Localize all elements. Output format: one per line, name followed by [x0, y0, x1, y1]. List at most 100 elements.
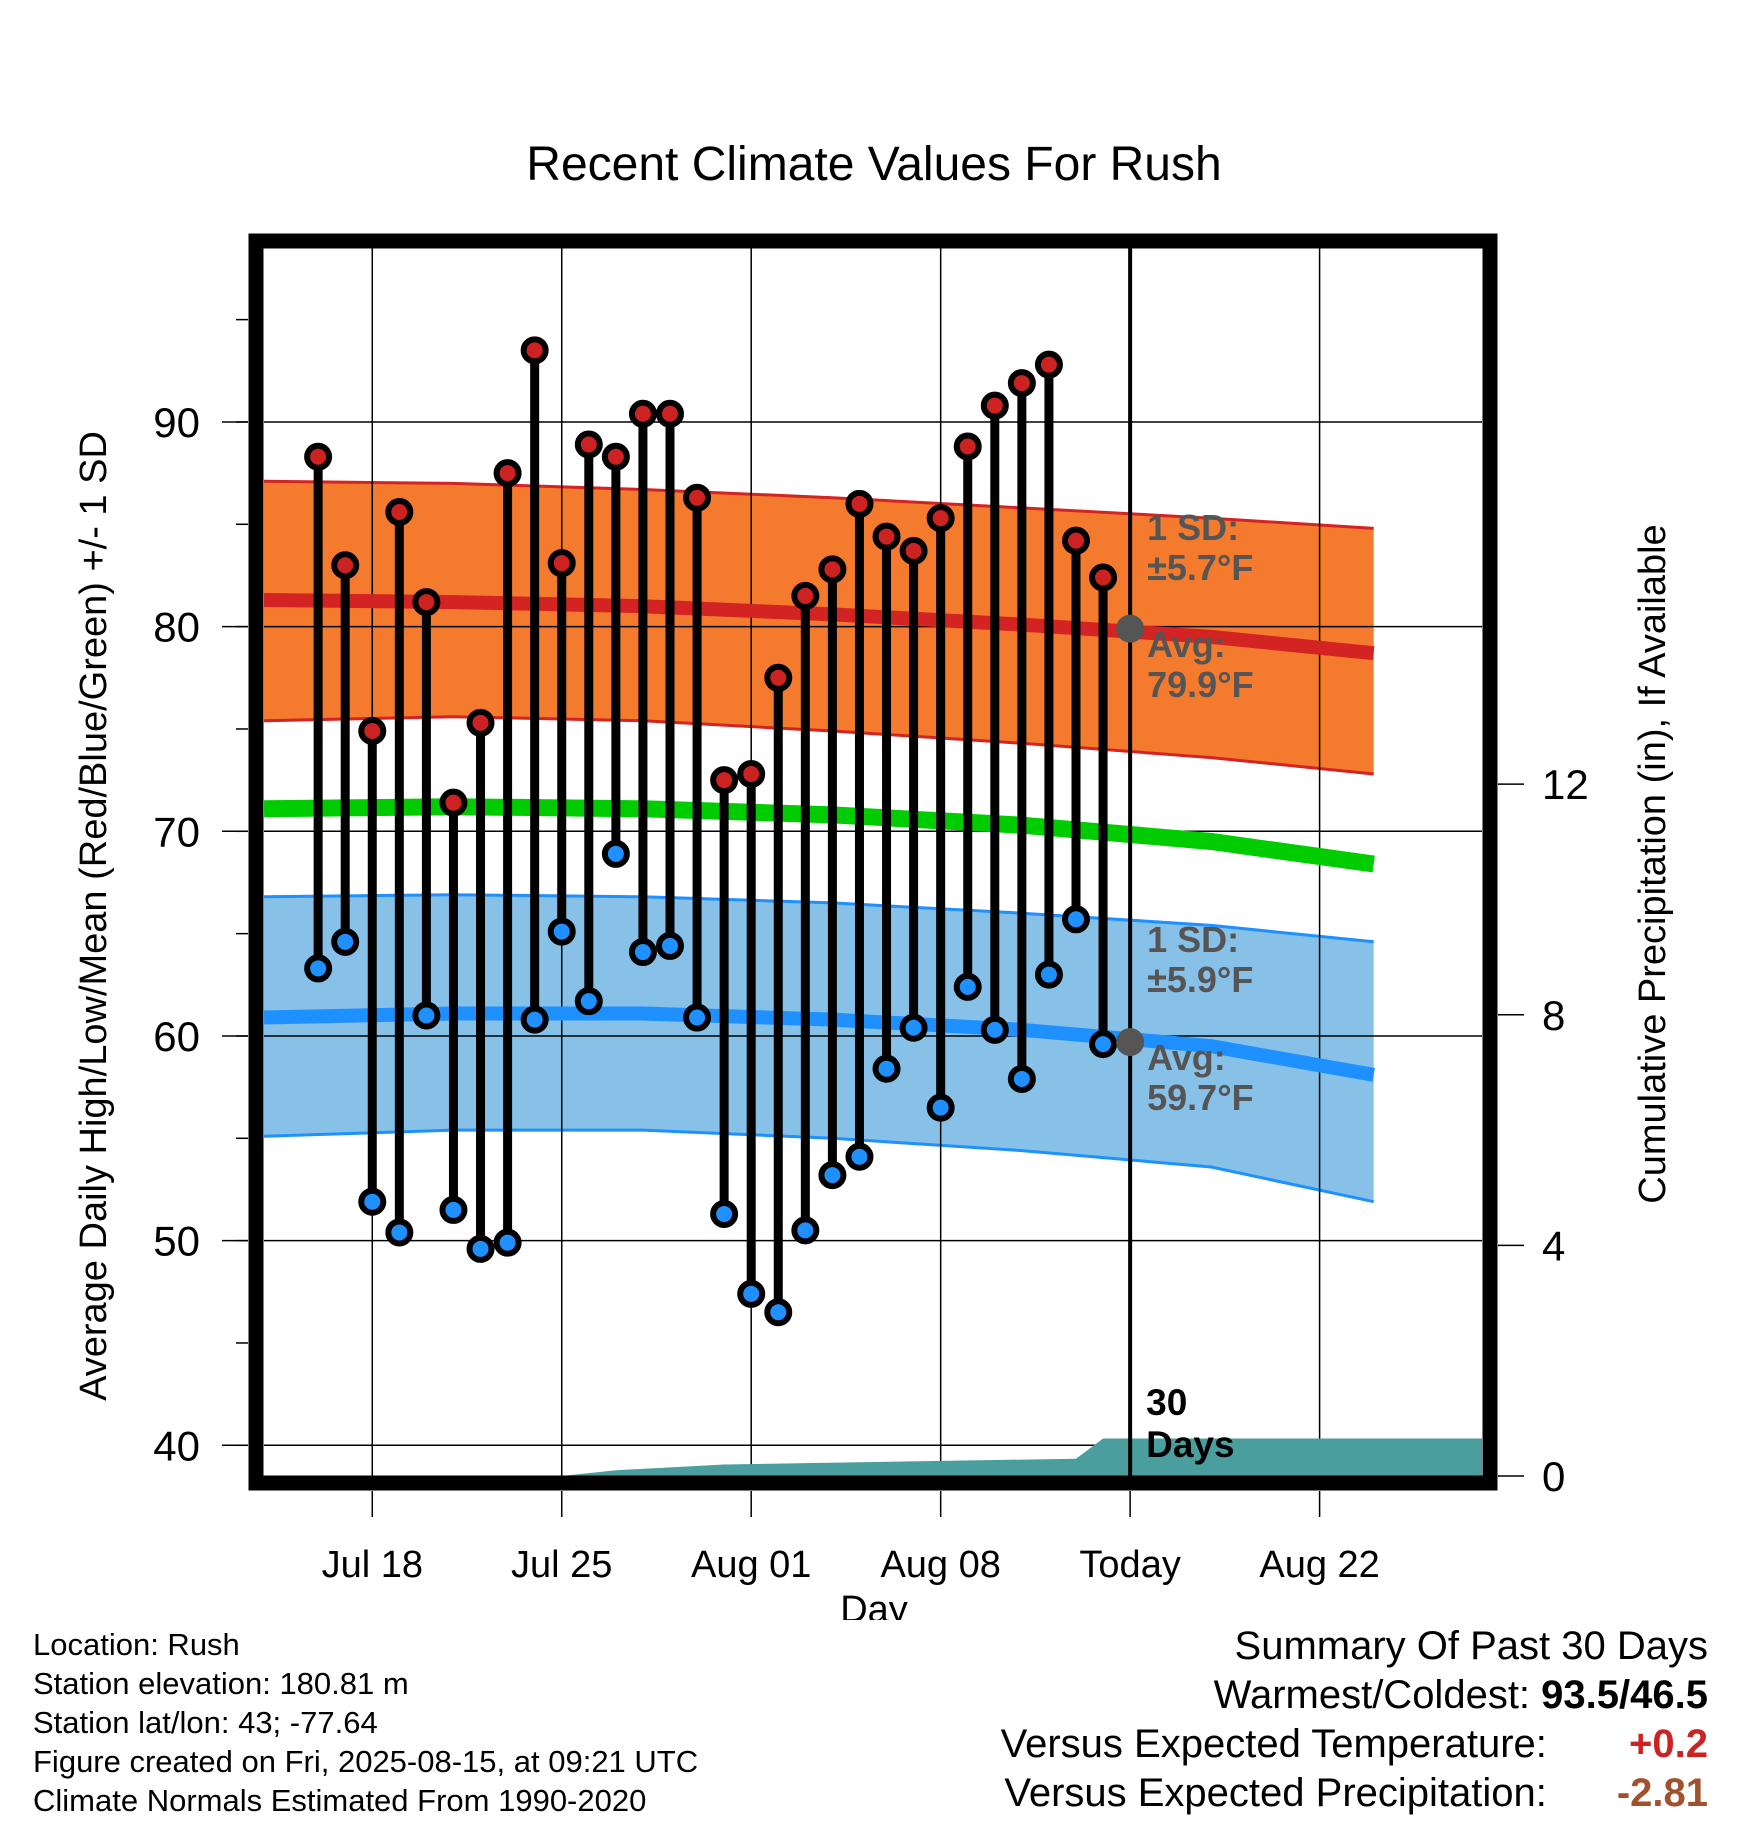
warm-cold-label: Warmest/Coldest: [1213, 1673, 1531, 1717]
high-sd-band [264, 481, 1374, 774]
elevation-text: Station elevation: 180.81 m [33, 1666, 409, 1701]
x-tick-label: Aug 08 [880, 1544, 1000, 1586]
today-high-avg-value: 79.9°F [1147, 664, 1253, 705]
low-point [520, 1005, 549, 1034]
low-point [710, 1200, 739, 1229]
low-point [953, 972, 982, 1001]
y-tick-label: 90 [153, 399, 200, 446]
low-point [926, 1093, 955, 1122]
temp-row: Versus Expected Temperature: +0.2 [1001, 1720, 1708, 1769]
window-label-number: 30 [1146, 1382, 1187, 1423]
x-tick-label: Today [1079, 1544, 1180, 1586]
high-point [764, 663, 793, 692]
low-sd-value: ±5.9°F [1147, 959, 1253, 1000]
high-point [331, 551, 360, 580]
high-point [1062, 526, 1090, 555]
plot-inner [264, 248, 1482, 1476]
low-point [737, 1279, 766, 1308]
high-point [520, 336, 549, 365]
today-low-avg-value: 59.7°F [1147, 1077, 1253, 1118]
today-low-avg-label: Avg: [1147, 1037, 1226, 1078]
high-point [818, 555, 847, 584]
low-point [818, 1161, 847, 1190]
y-tick-label: 80 [153, 604, 200, 651]
low-point [304, 954, 333, 983]
low-point [1062, 905, 1090, 934]
high-point [1089, 563, 1118, 592]
low-point [683, 1003, 712, 1032]
high-point [628, 399, 657, 428]
low-point [466, 1234, 495, 1263]
plot-frame [248, 233, 1498, 1491]
high-point [980, 391, 1009, 420]
x-axis-label: Day [840, 1589, 908, 1620]
chart-title: Recent Climate Values For Rush [526, 138, 1221, 191]
high-sd-label: 1 SD: [1147, 507, 1239, 548]
y-tick-label: 40 [153, 1422, 200, 1469]
low-point [331, 927, 360, 956]
y2-tick-label: 12 [1542, 761, 1589, 808]
y2-tick-label: 0 [1542, 1453, 1565, 1500]
x-tick-label: Jul 25 [511, 1544, 612, 1586]
window-label-unit: Days [1146, 1424, 1234, 1465]
x-tick-label: Aug 22 [1259, 1544, 1379, 1586]
high-point [656, 399, 684, 428]
high-point [872, 522, 901, 551]
low-point [791, 1216, 820, 1245]
high-point [683, 483, 712, 512]
low-point [628, 938, 657, 967]
summary-title: Summary Of Past 30 Days [1234, 1624, 1708, 1668]
precip-value: -2.81 [1616, 1771, 1708, 1815]
location-text: Location: Rush [33, 1627, 240, 1662]
high-point [547, 549, 576, 578]
high-point [439, 788, 468, 817]
warm-cold-value: 93.5/46.5 [1541, 1673, 1708, 1717]
x-tick-label: Aug 01 [691, 1544, 811, 1586]
low-sd-band [264, 894, 1374, 1202]
latlon-text: Station lat/lon: 43; -77.64 [33, 1705, 378, 1740]
today-high-avg-marker [1116, 614, 1145, 643]
low-point [764, 1298, 793, 1327]
created-text: Figure created on Fri, 2025-08-15, at 09… [33, 1744, 699, 1779]
precip-label: Versus Expected Precipitation: [1004, 1771, 1547, 1815]
climate-chart: Recent Climate Values For Rush 1 SD:±5.7… [73, 138, 1674, 1620]
summary-panel: Summary Of Past 30 Days Warmest/Coldest:… [1001, 1622, 1708, 1818]
high-point [710, 766, 739, 795]
temp-label: Versus Expected Temperature: [1000, 1722, 1547, 1766]
today-high-avg-label: Avg: [1147, 624, 1226, 665]
low-sd-label: 1 SD: [1147, 919, 1239, 960]
warm-cold-row: Warmest/Coldest: 93.5/46.5 [1001, 1671, 1708, 1720]
high-point [899, 536, 928, 565]
high-point [466, 708, 495, 737]
temp-value: +0.2 [1629, 1722, 1708, 1766]
low-point [493, 1228, 522, 1257]
high-point [926, 504, 955, 533]
precip-area [264, 1438, 1482, 1476]
high-point [493, 459, 522, 488]
y2-axis-label: Cumulative Precipitation (in), If Availa… [1632, 524, 1674, 1203]
low-point [385, 1218, 414, 1247]
low-point [980, 1015, 1009, 1044]
low-point [845, 1142, 874, 1171]
low-point [1034, 960, 1063, 989]
y-axis-label: Average Daily High/Low/Mean (Red/Blue/Gr… [73, 431, 115, 1401]
station-info: Location: Rush Station elevation: 180.81… [33, 1625, 698, 1820]
precip-row: Versus Expected Precipitation: -2.81 [1001, 1769, 1708, 1818]
low-point [601, 839, 630, 868]
y2-tick-label: 8 [1542, 992, 1565, 1039]
low-point [412, 1001, 441, 1030]
high-band-upper-edge [264, 479, 1374, 530]
low-point [439, 1195, 468, 1224]
high-point [304, 442, 333, 471]
low-point [1089, 1030, 1118, 1059]
y-tick-label: 60 [153, 1013, 200, 1060]
high-point [737, 759, 766, 788]
low-point [574, 987, 603, 1016]
high-point [791, 581, 820, 610]
low-point [899, 1013, 928, 1042]
low-point [656, 931, 684, 960]
today-low-avg-marker [1116, 1028, 1145, 1057]
x-tick-label: Jul 18 [322, 1544, 423, 1586]
high-point [953, 432, 982, 461]
